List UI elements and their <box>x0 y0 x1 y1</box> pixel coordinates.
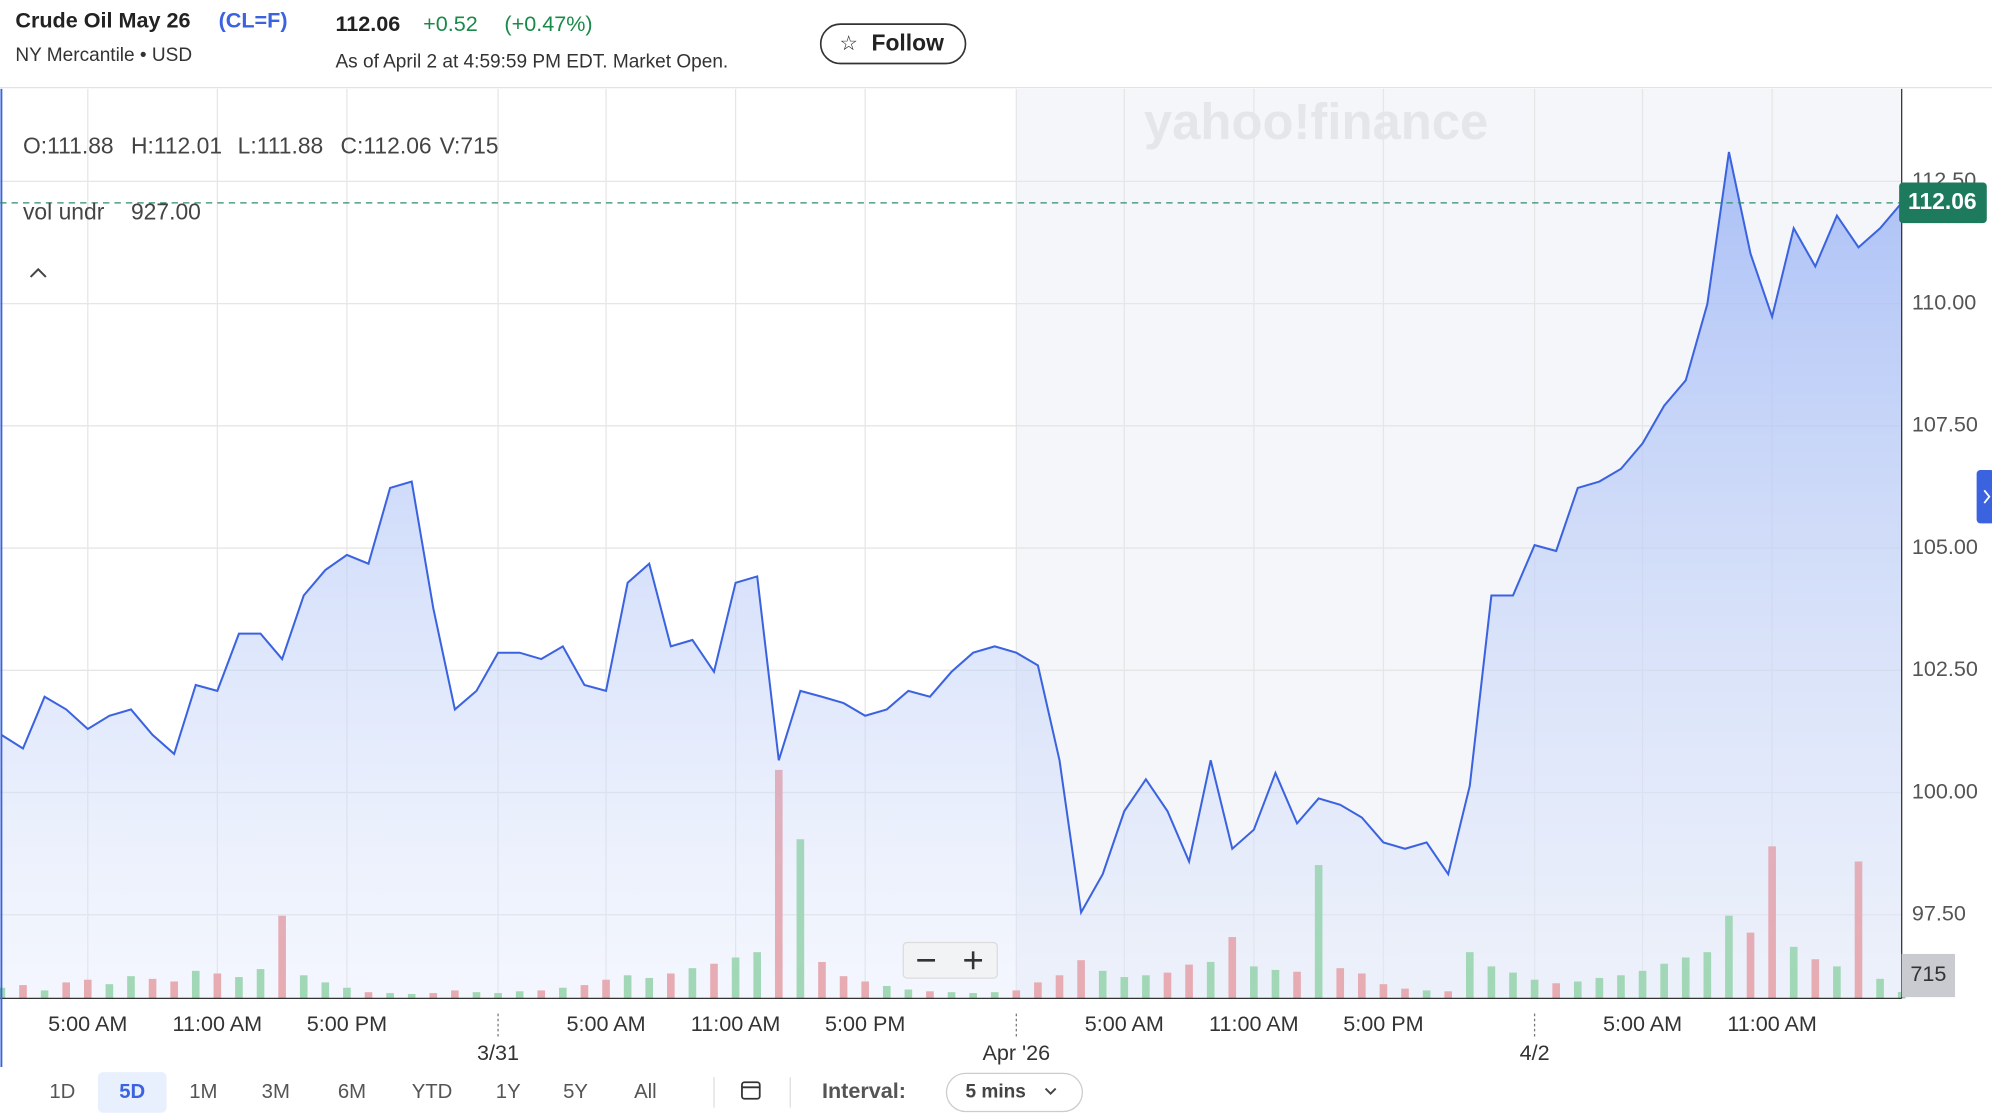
star-icon: ☆ <box>840 33 858 55</box>
ohlc-item: V:715 <box>440 132 499 158</box>
ohlc-item: C:112.06 <box>341 132 432 158</box>
range-active-bg <box>97 1072 167 1113</box>
x-tick-label: 11:00 AM <box>1209 1011 1299 1036</box>
quote-name: Crude Oil May 26 <box>15 7 190 32</box>
dropdown-arrow <box>1044 1087 1057 1096</box>
range-button[interactable]: 1D <box>49 1081 75 1103</box>
price: 112.06 <box>335 11 400 36</box>
x-tick-label: 11:00 AM <box>1727 1011 1817 1036</box>
x-tick-label: 5:00 PM <box>825 1011 905 1036</box>
range-button[interactable]: 6M <box>338 1081 366 1103</box>
interval-dropdown[interactable] <box>945 1072 1084 1113</box>
range-button[interactable]: 5Y <box>563 1081 588 1103</box>
range-button[interactable]: YTD <box>412 1081 453 1103</box>
area <box>1 151 1902 999</box>
follow-label[interactable]: Follow <box>872 29 945 55</box>
volume-label: 715 <box>1910 961 1946 986</box>
x-tick-label: 5:00 AM <box>48 1011 127 1036</box>
interval-value[interactable]: 5 mins <box>966 1081 1026 1102</box>
as-of: As of April 2 at 4:59:59 PM EDT. Market … <box>335 51 728 72</box>
quote-symbol[interactable]: (CL=F) <box>219 7 288 32</box>
x-tick-label: Apr '26 <box>982 1040 1050 1065</box>
x-tick-label: 3/31 <box>477 1040 519 1065</box>
y-tick-label: 97.50 <box>1912 900 1966 925</box>
y-tick-label: 110.00 <box>1912 289 1976 314</box>
follow-button[interactable] <box>819 23 967 65</box>
last-price-tag <box>1899 182 1987 224</box>
x-tick-label: 5:00 AM <box>566 1011 645 1036</box>
y-tick-label: 102.50 <box>1912 656 1978 681</box>
change: +0.52 <box>423 11 478 36</box>
range-button[interactable]: 1M <box>189 1081 217 1103</box>
x-tick-label: 11:00 AM <box>173 1011 263 1036</box>
range-selector: 1D 5D 1M 3M 6M YTD 1Y 5Y All <box>49 1072 657 1113</box>
x-tick-label: 4/2 <box>1520 1040 1550 1065</box>
ohlc-legend: O:111.88 H:112.01 L:111.88 C:112.06 V:715 <box>23 132 499 158</box>
range-button[interactable]: 1Y <box>496 1081 521 1103</box>
exchange: NY Mercantile • USD <box>15 45 192 66</box>
y-tick-label: 105.00 <box>1912 534 1978 559</box>
change-percent: (+0.47%) <box>504 11 592 36</box>
interval-label: Interval: <box>822 1078 906 1103</box>
x-tick-label: 5:00 PM <box>1343 1011 1423 1036</box>
y-tick-label: 107.50 <box>1912 412 1978 437</box>
ohlc-item: O:111.88 <box>23 132 114 158</box>
collapse-icon[interactable] <box>29 267 47 278</box>
chart: 112.50110.00107.50105.00102.50100.0097.5… <box>0 88 1987 1068</box>
last-price-label: 112.06 <box>1908 188 1977 214</box>
volume-tag <box>1901 953 1956 998</box>
zoom-in[interactable] <box>964 951 983 970</box>
x-tick-label: 11:00 AM <box>691 1011 781 1036</box>
x-tick-label: 5:00 AM <box>1085 1011 1164 1036</box>
side-tab[interactable] <box>1976 469 1992 524</box>
range-button[interactable]: All <box>634 1081 657 1103</box>
ohlc-item: H:112.01 <box>131 132 222 158</box>
ohlc-item: L:111.88 <box>238 132 324 158</box>
range-button[interactable]: 5D <box>119 1081 145 1103</box>
watermark: yahoo!finance <box>1144 93 1488 150</box>
indicator-label: vol undr <box>23 198 105 224</box>
y-tick-label: 100.00 <box>1912 778 1978 803</box>
x-tick-label: 5:00 AM <box>1603 1011 1682 1036</box>
x-tick-label: 5:00 PM <box>307 1011 387 1036</box>
price-line <box>0 151 1903 916</box>
calendar-icon[interactable] <box>741 1081 761 1100</box>
indicator-value: 927.00 <box>131 198 201 224</box>
side-tab-arrow <box>1983 489 1991 504</box>
range-button[interactable]: 3M <box>262 1081 290 1103</box>
